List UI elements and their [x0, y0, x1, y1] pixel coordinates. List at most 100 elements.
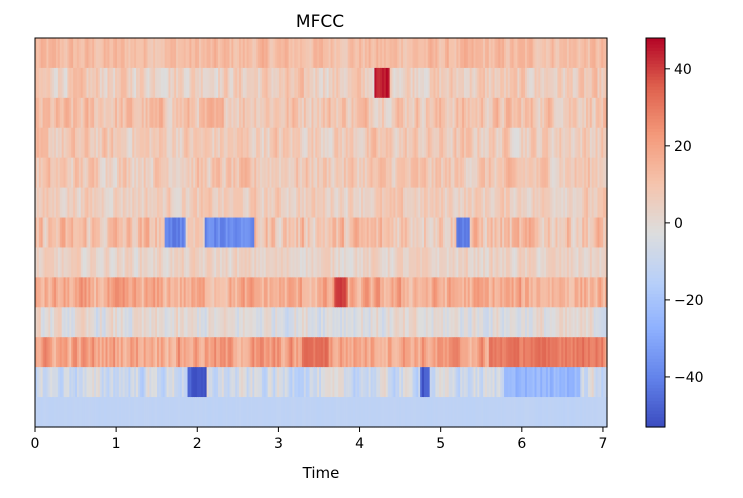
heatmap-cell — [237, 337, 240, 368]
heatmap-cell — [490, 217, 494, 249]
heatmap-cell — [55, 157, 59, 189]
heatmap-cell — [206, 337, 210, 368]
heatmap-cell — [178, 217, 181, 249]
heatmap-cell — [75, 247, 78, 278]
heatmap-cell — [115, 337, 118, 368]
heatmap-cell — [252, 247, 255, 278]
heatmap-cell — [362, 277, 366, 308]
heatmap-cell — [242, 277, 246, 308]
heatmap-cell — [483, 127, 486, 159]
heatmap-cell — [35, 277, 38, 308]
heatmap-cell — [279, 247, 282, 278]
heatmap-cell — [99, 67, 103, 99]
heatmap-cell — [219, 127, 223, 159]
heatmap-cell — [370, 307, 374, 338]
heatmap-cell — [65, 397, 69, 428]
heatmap-cell — [393, 247, 396, 278]
heatmap-cell — [502, 217, 505, 249]
heatmap-cell — [345, 127, 349, 159]
heatmap-cell — [35, 337, 38, 368]
heatmap-cell — [105, 247, 109, 278]
heatmap-cell — [219, 157, 223, 189]
heatmap-cell — [355, 367, 358, 398]
heatmap-cell — [44, 247, 48, 278]
heatmap-cell — [517, 277, 520, 308]
heatmap-cell — [378, 397, 381, 428]
heatmap-cell — [488, 247, 492, 278]
heatmap-cell — [204, 38, 208, 69]
heatmap-cell — [414, 307, 417, 338]
heatmap-cell — [216, 157, 219, 189]
heatmap-cell — [410, 38, 414, 69]
heatmap-cell — [557, 187, 560, 219]
heatmap-cell — [78, 217, 82, 249]
heatmap-cell — [368, 67, 372, 99]
heatmap-cell — [296, 217, 299, 249]
heatmap-cell — [465, 397, 469, 428]
heatmap-cell — [52, 97, 55, 129]
heatmap-cell — [40, 307, 44, 338]
heatmap-cell — [75, 97, 78, 129]
heatmap-cell — [408, 157, 412, 189]
heatmap-cell — [107, 127, 110, 159]
heatmap-cell — [229, 397, 232, 428]
heatmap-cell — [225, 397, 229, 428]
heatmap-cell — [317, 367, 320, 398]
heatmap-cell — [120, 217, 124, 249]
heatmap-cell — [303, 307, 307, 338]
heatmap-cell — [523, 247, 526, 278]
heatmap-cell — [490, 337, 494, 368]
heatmap-cell — [57, 307, 61, 338]
heatmap-cell — [204, 367, 208, 398]
heatmap-cell — [288, 247, 292, 278]
heatmap-cell — [418, 247, 421, 278]
heatmap-cell — [448, 337, 452, 368]
heatmap-cell — [301, 97, 305, 129]
heatmap-cell — [130, 127, 133, 159]
heatmap-cell — [490, 307, 494, 338]
heatmap-cell — [332, 67, 335, 99]
heatmap-cell — [212, 67, 215, 99]
heatmap-cell — [309, 127, 313, 159]
heatmap-cell — [515, 127, 518, 159]
heatmap-cell — [441, 307, 444, 338]
colorbar-segment — [646, 397, 665, 402]
heatmap-cell — [59, 337, 63, 368]
heatmap-cell — [63, 127, 67, 159]
heatmap-cell — [465, 337, 469, 368]
heatmap-cell — [382, 38, 385, 69]
heatmap-cell — [101, 127, 105, 159]
heatmap-cell — [172, 217, 175, 249]
colorbar-tick-label: −40 — [674, 370, 704, 386]
heatmap-cell — [223, 157, 227, 189]
heatmap-cell — [73, 157, 76, 189]
heatmap-cell — [73, 307, 76, 338]
heatmap-cell — [137, 38, 141, 69]
heatmap-cell — [332, 277, 335, 308]
colorbar-segment — [646, 80, 665, 84]
heatmap-cell — [309, 187, 313, 219]
heatmap-cell — [431, 127, 435, 159]
heatmap-cell — [273, 187, 276, 219]
heatmap-cell — [332, 38, 335, 69]
heatmap-cell — [179, 397, 183, 428]
heatmap-cell — [86, 67, 89, 99]
heatmap-cell — [319, 307, 322, 338]
heatmap-cell — [452, 127, 456, 159]
heatmap-cell — [181, 97, 185, 129]
heatmap-cell — [328, 247, 332, 278]
heatmap-cell — [128, 247, 131, 278]
heatmap-cell — [441, 397, 444, 428]
heatmap-cell — [374, 67, 377, 99]
heatmap-cell — [179, 38, 183, 69]
heatmap-cell — [313, 247, 316, 278]
heatmap-cell — [307, 38, 311, 69]
heatmap-cell — [239, 217, 242, 249]
heatmap-cell — [593, 38, 597, 69]
heatmap-cell — [528, 277, 532, 308]
heatmap-cell — [76, 277, 80, 308]
heatmap-cell — [452, 367, 456, 398]
heatmap-cell — [160, 277, 164, 308]
heatmap-cell — [88, 217, 91, 249]
heatmap-cell — [252, 217, 255, 249]
